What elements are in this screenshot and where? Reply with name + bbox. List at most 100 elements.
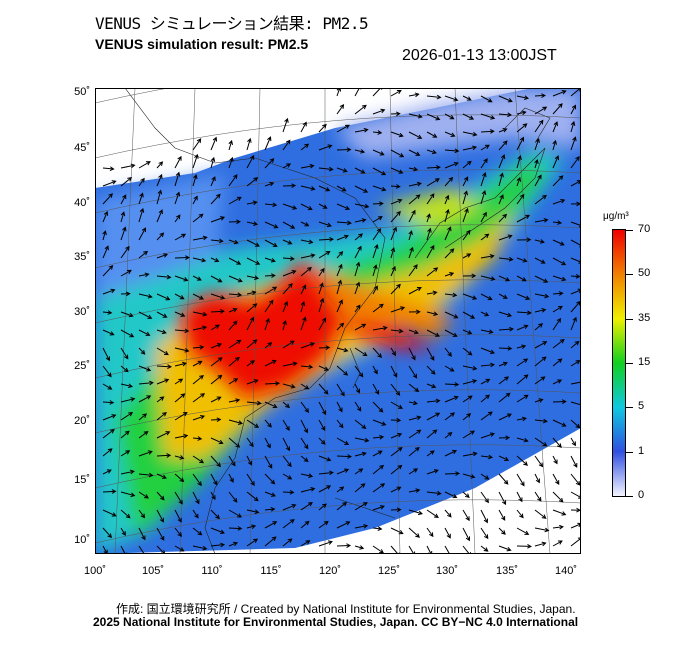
wind-arrow [318,401,327,416]
wind-arrow [480,473,490,480]
wind-arrow [300,383,310,390]
wind-arrow [570,401,581,408]
wind-arrow [462,273,477,279]
wind-arrow [282,239,293,245]
wind-arrow [264,239,278,247]
wind-arrow [210,293,226,300]
wind-arrow [372,108,386,115]
wind-arrow [480,362,495,368]
wind-arrow [210,455,222,468]
wind-arrow [372,130,383,135]
wind-vectors [102,88,581,554]
wind-arrow [192,174,198,187]
wind-arrow [372,505,385,511]
wind-arrow [426,398,441,404]
wind-arrow [138,413,148,421]
wind-arrow [300,239,314,245]
wind-arrow [516,310,532,316]
wind-arrow [228,292,243,298]
wind-arrow [120,450,131,457]
wind-arrow [120,383,133,389]
wind-arrow [570,120,576,133]
wind-arrow [318,419,326,432]
wind-arrow [156,473,167,479]
wind-arrow [552,399,567,404]
wind-arrow [516,293,531,301]
wind-arrow [336,365,349,376]
wind-arrow [156,329,167,335]
wind-arrow [534,509,547,519]
wind-arrow [192,311,208,317]
wind-arrow [282,473,293,480]
wind-arrow [444,226,452,241]
wind-arrow [354,401,362,412]
wind-arrow [516,543,532,549]
wind-arrow [372,167,387,176]
wind-arrow [228,239,239,245]
wind-arrow [534,418,548,424]
wind-arrow [336,147,352,152]
wind-arrow [300,301,306,313]
wind-arrow [444,113,455,120]
wind-arrow [102,310,113,315]
wind-arrow [516,527,530,535]
wind-arrow [462,95,472,101]
wind-arrow [192,293,205,300]
wind-arrow [498,95,513,103]
wind-arrow [354,203,370,209]
wind-arrow [534,137,540,151]
wind-arrow [444,194,450,205]
wind-arrow [174,311,186,317]
wind-arrow [300,253,316,259]
wind-arrow [246,360,255,367]
wind-arrow [246,239,260,247]
wind-arrow [498,545,512,552]
wind-arrow [516,491,523,503]
wind-arrow [102,383,113,390]
wind-arrow [246,437,254,448]
wind-arrow [390,167,404,174]
wind-arrow [210,357,223,367]
wind-arrow [354,365,364,378]
wind-arrow [516,416,527,422]
wind-arrow [156,173,163,187]
wind-arrow [336,124,350,133]
wind-arrow [516,95,530,100]
wind-arrow [390,89,402,97]
wind-arrow [462,365,478,371]
wind-arrow [228,139,233,151]
wind-arrow [102,180,117,187]
wind-arrow [372,434,385,440]
wind-arrow [480,454,494,460]
wind-arrow [120,211,126,223]
wind-arrow [138,293,153,299]
wind-arrow [408,92,420,98]
wind-arrow [138,472,154,478]
wind-arrow [174,233,187,241]
wind-arrow [390,527,404,535]
wind-arrow [210,374,223,385]
wind-arrow [498,293,508,299]
lat-label: 40˚ [74,197,90,209]
wind-arrow [192,235,208,241]
colorbar-tick [626,318,633,320]
title-japanese: VENUS シミュレーション結果: PM2.5 [95,14,369,33]
wind-arrow [102,245,109,259]
wind-arrow [318,470,334,476]
wind-arrow [300,401,309,414]
wind-arrow [534,541,547,547]
wind-arrow [354,104,367,115]
wind-arrow [264,437,271,449]
wind-arrow [552,155,560,169]
wind-arrow [570,360,581,367]
wind-arrow [354,347,368,357]
wind-arrow [318,166,334,172]
wind-arrow [318,345,331,350]
wind-arrow [336,419,344,429]
wind-arrow [210,343,223,349]
wind-arrow [138,545,147,554]
wind-arrow [534,194,547,205]
wind-arrow [138,227,146,241]
wind-arrow [300,203,313,211]
wind-arrow [246,221,259,226]
